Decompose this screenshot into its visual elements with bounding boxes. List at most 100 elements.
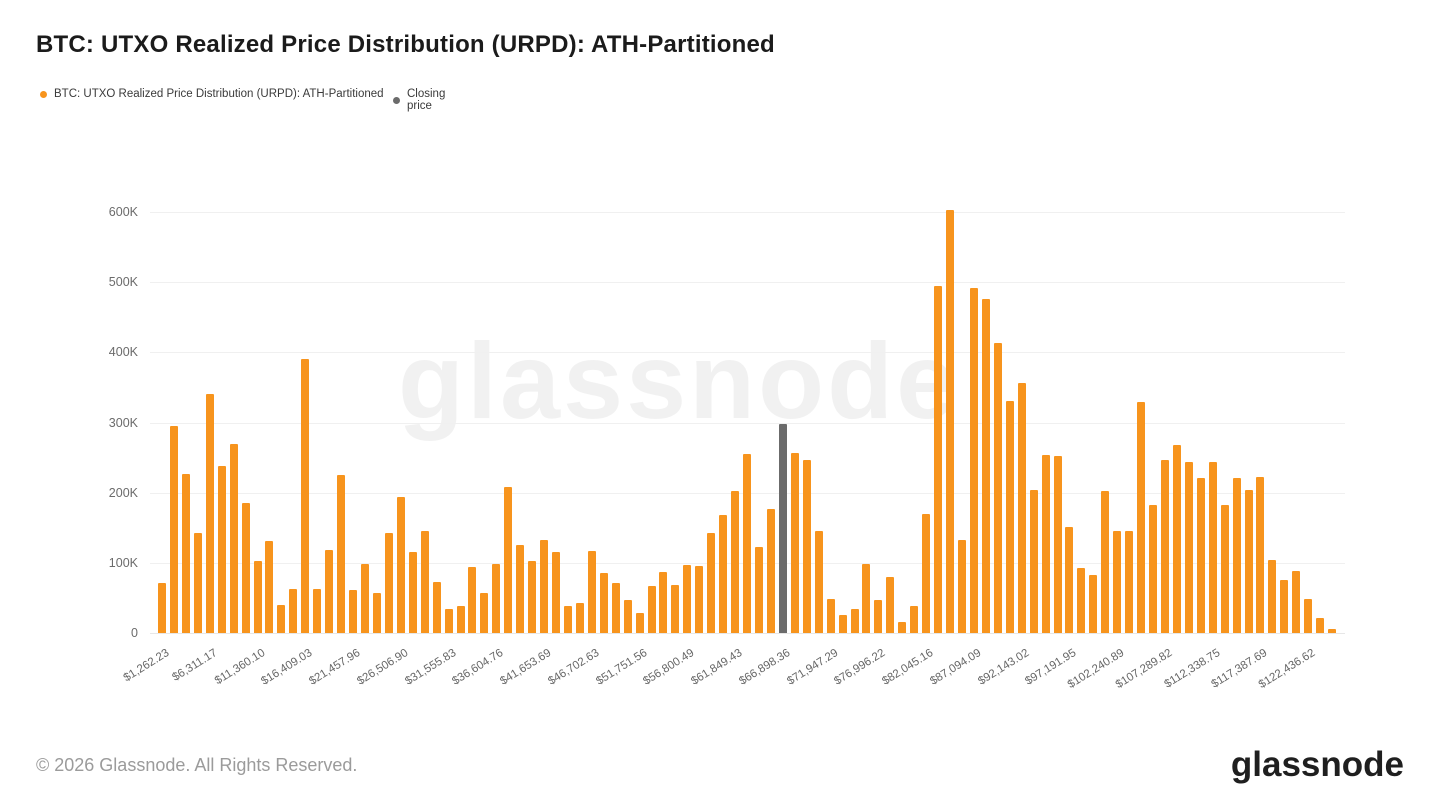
urpd-bar[interactable] bbox=[1065, 527, 1074, 633]
urpd-bar[interactable] bbox=[432, 581, 441, 633]
urpd-bar[interactable] bbox=[766, 508, 775, 633]
urpd-bar[interactable] bbox=[850, 609, 859, 633]
urpd-bar[interactable] bbox=[1101, 491, 1110, 633]
urpd-bar[interactable] bbox=[743, 454, 752, 633]
urpd-bar[interactable] bbox=[862, 563, 871, 633]
urpd-bar[interactable] bbox=[874, 600, 883, 633]
urpd-bar[interactable] bbox=[468, 567, 477, 633]
urpd-bar[interactable] bbox=[277, 604, 286, 633]
urpd-bar[interactable] bbox=[1184, 461, 1193, 633]
urpd-bar[interactable] bbox=[516, 545, 525, 633]
urpd-bar[interactable] bbox=[683, 564, 692, 633]
urpd-bar[interactable] bbox=[719, 515, 728, 633]
urpd-bar[interactable] bbox=[384, 533, 393, 633]
urpd-bar[interactable] bbox=[981, 299, 990, 633]
urpd-bar[interactable] bbox=[1232, 477, 1241, 633]
urpd-bar[interactable] bbox=[886, 576, 895, 633]
urpd-bar[interactable] bbox=[444, 609, 453, 633]
urpd-bar[interactable] bbox=[826, 599, 835, 633]
urpd-bar[interactable] bbox=[695, 566, 704, 633]
urpd-bar[interactable] bbox=[420, 531, 429, 633]
urpd-bar[interactable] bbox=[229, 444, 238, 633]
urpd-bar[interactable] bbox=[957, 540, 966, 633]
urpd-bar[interactable] bbox=[193, 532, 202, 633]
urpd-bar[interactable] bbox=[1125, 530, 1134, 633]
urpd-bar[interactable] bbox=[528, 560, 537, 633]
urpd-bar[interactable] bbox=[205, 394, 214, 633]
urpd-bar[interactable] bbox=[635, 612, 644, 633]
urpd-bar[interactable] bbox=[265, 541, 274, 633]
urpd-bar[interactable] bbox=[563, 606, 572, 633]
urpd-bar[interactable] bbox=[1017, 383, 1026, 633]
urpd-bar[interactable] bbox=[289, 589, 298, 633]
urpd-bar[interactable] bbox=[1113, 531, 1122, 633]
urpd-bar[interactable] bbox=[623, 600, 632, 633]
urpd-bar[interactable] bbox=[540, 539, 549, 633]
urpd-bar[interactable] bbox=[253, 560, 262, 633]
urpd-bar[interactable] bbox=[587, 550, 596, 633]
urpd-bar[interactable] bbox=[1196, 477, 1205, 633]
urpd-bar[interactable] bbox=[1328, 629, 1337, 633]
urpd-bar[interactable] bbox=[1137, 402, 1146, 633]
urpd-bar[interactable] bbox=[1029, 489, 1038, 633]
urpd-bar[interactable] bbox=[707, 532, 716, 633]
urpd-bar[interactable] bbox=[552, 551, 561, 633]
urpd-bar[interactable] bbox=[360, 564, 369, 633]
urpd-bar[interactable] bbox=[1244, 489, 1253, 633]
urpd-bar[interactable] bbox=[934, 285, 943, 633]
urpd-bar[interactable] bbox=[946, 209, 955, 633]
urpd-bar[interactable] bbox=[898, 622, 907, 633]
urpd-bar[interactable] bbox=[1089, 574, 1098, 633]
urpd-bar[interactable] bbox=[1077, 567, 1086, 633]
urpd-bar[interactable] bbox=[659, 571, 668, 633]
urpd-bar[interactable] bbox=[1292, 571, 1301, 633]
urpd-bar[interactable] bbox=[337, 475, 346, 633]
urpd-bar[interactable] bbox=[575, 602, 584, 633]
urpd-bar[interactable] bbox=[456, 606, 465, 633]
urpd-bar[interactable] bbox=[301, 359, 310, 633]
urpd-bar[interactable] bbox=[1208, 461, 1217, 633]
urpd-bar[interactable] bbox=[1304, 599, 1313, 633]
urpd-bar[interactable] bbox=[1053, 456, 1062, 633]
urpd-bar[interactable] bbox=[504, 487, 513, 633]
urpd-bar[interactable] bbox=[671, 585, 680, 633]
urpd-bar[interactable] bbox=[396, 496, 405, 633]
urpd-bar[interactable] bbox=[1316, 618, 1325, 633]
urpd-bar[interactable] bbox=[241, 503, 250, 633]
urpd-bar[interactable] bbox=[647, 585, 656, 633]
urpd-bar[interactable] bbox=[1041, 455, 1050, 633]
urpd-bar[interactable] bbox=[492, 563, 501, 633]
urpd-bar[interactable] bbox=[169, 426, 178, 633]
urpd-bar[interactable] bbox=[1220, 504, 1229, 633]
urpd-bar[interactable] bbox=[181, 474, 190, 633]
urpd-bar[interactable] bbox=[325, 549, 334, 633]
urpd-bar[interactable] bbox=[910, 606, 919, 633]
urpd-bar[interactable] bbox=[731, 491, 740, 633]
urpd-bar[interactable] bbox=[349, 590, 358, 633]
legend-item-closing-price[interactable]: Closing price bbox=[393, 88, 445, 112]
urpd-bar[interactable] bbox=[480, 593, 489, 633]
urpd-bar[interactable] bbox=[1160, 459, 1169, 633]
urpd-bar[interactable] bbox=[1005, 401, 1014, 633]
urpd-bar[interactable] bbox=[1268, 560, 1277, 633]
legend-item-urpd[interactable]: BTC: UTXO Realized Price Distribution (U… bbox=[40, 88, 384, 100]
urpd-bar[interactable] bbox=[408, 551, 417, 633]
urpd-bar[interactable] bbox=[802, 459, 811, 633]
urpd-bar[interactable] bbox=[1149, 504, 1158, 633]
urpd-bar[interactable] bbox=[217, 466, 226, 633]
urpd-bar[interactable] bbox=[1256, 476, 1265, 633]
urpd-bar[interactable] bbox=[599, 573, 608, 633]
urpd-bar[interactable] bbox=[611, 583, 620, 633]
urpd-bar[interactable] bbox=[838, 614, 847, 633]
urpd-bar[interactable] bbox=[372, 593, 381, 633]
closing-price-bar[interactable] bbox=[778, 423, 787, 633]
urpd-bar[interactable] bbox=[313, 589, 322, 633]
urpd-bar[interactable] bbox=[755, 547, 763, 633]
urpd-bar[interactable] bbox=[969, 288, 978, 633]
urpd-bar[interactable] bbox=[1280, 579, 1289, 633]
urpd-bar[interactable] bbox=[814, 531, 823, 633]
urpd-bar[interactable] bbox=[158, 583, 166, 633]
urpd-bar[interactable] bbox=[790, 452, 799, 633]
urpd-bar[interactable] bbox=[922, 514, 931, 633]
urpd-bar[interactable] bbox=[1172, 444, 1181, 633]
